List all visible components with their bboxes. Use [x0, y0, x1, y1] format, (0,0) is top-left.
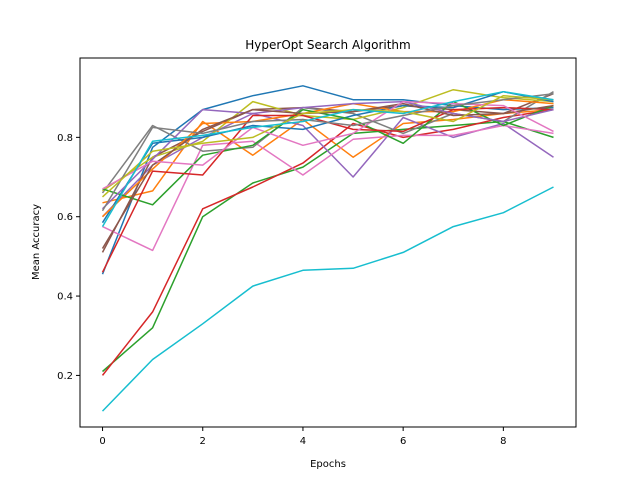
- x-tick-label: 0: [99, 436, 105, 447]
- y-axis-ticks: 0.2 0.4 0.6 0.8: [57, 133, 80, 382]
- y-tick-label: 0.4: [57, 292, 73, 303]
- series-line-19: [101, 94, 554, 198]
- series-line-13: [102, 100, 554, 206]
- series-line-4: [101, 108, 554, 376]
- series-line-17: [102, 100, 554, 190]
- series-line-7: [102, 124, 554, 252]
- series-line-10: [101, 186, 554, 412]
- x-tick-label: 6: [400, 436, 406, 447]
- series-line-15: [101, 100, 554, 210]
- y-axis-label: Mean Accuracy: [31, 204, 42, 280]
- plot-lines: [101, 85, 554, 412]
- x-tick-label: 8: [500, 436, 506, 447]
- series-line-6: [101, 93, 554, 253]
- series-line-9: [102, 88, 554, 192]
- y-tick-label: 0.6: [57, 212, 73, 223]
- series-line-20: [101, 90, 554, 227]
- series-line-18: [101, 92, 554, 212]
- x-axis-label: Epochs: [310, 459, 346, 470]
- x-axis-ticks: 0 2 4 6 8: [99, 427, 507, 447]
- series-line-2: [102, 108, 554, 204]
- series-line-12: [101, 98, 554, 218]
- y-tick-label: 0.2: [57, 371, 73, 382]
- y-tick-label: 0.8: [57, 133, 73, 144]
- plot-frame: [79, 57, 577, 428]
- chart-title: HyperOpt Search Algorithm: [245, 38, 410, 52]
- series-line-1: [101, 85, 554, 275]
- x-tick-label: 4: [300, 436, 306, 447]
- x-tick-label: 2: [200, 436, 206, 447]
